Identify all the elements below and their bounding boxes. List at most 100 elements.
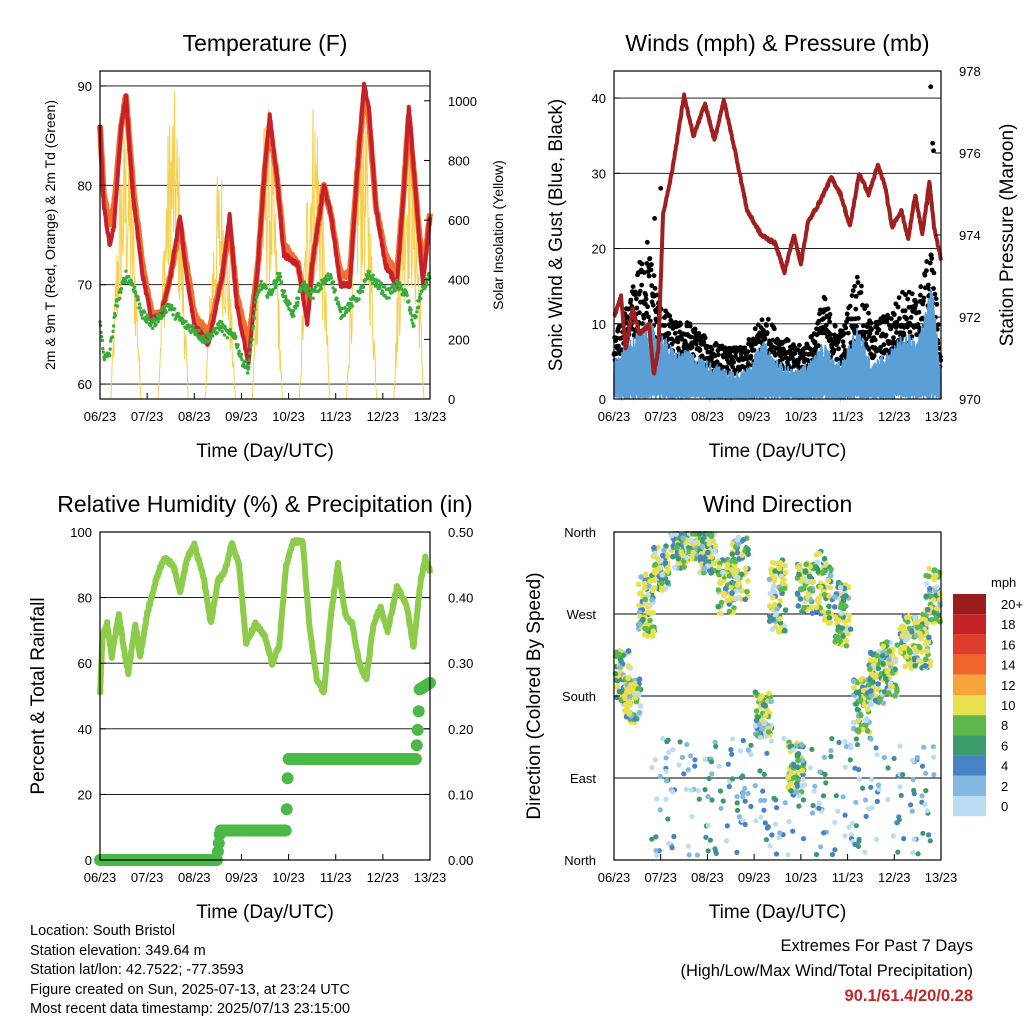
chart-title: Relative Humidity (%) & Precipitation (i… (57, 491, 472, 517)
y-right-tick-label: 978 (959, 64, 981, 79)
direction-point (926, 832, 932, 838)
direction-point (716, 564, 722, 571)
direction-point (804, 578, 810, 585)
direction-point (742, 821, 748, 828)
x-tick-label: 13/23 (414, 409, 447, 424)
y-right-tick-label: 972 (959, 310, 981, 325)
direction-point (863, 797, 869, 803)
direction-point (683, 786, 689, 793)
direction-point (692, 763, 698, 769)
direction-point (663, 768, 669, 774)
gust-point (881, 342, 887, 348)
gust-point (921, 295, 927, 301)
precip-point (280, 803, 293, 816)
dewpoint-point (101, 346, 105, 351)
gust-point (637, 310, 642, 316)
gust-point (852, 283, 858, 289)
gust-point (688, 334, 694, 340)
direction-point (923, 788, 929, 794)
direction-point (847, 626, 854, 632)
gust-point (641, 270, 647, 275)
colorbar-swatch (953, 755, 986, 776)
direction-point (858, 677, 864, 683)
gust-point (853, 306, 859, 312)
direction-point (894, 642, 901, 648)
direction-point (681, 564, 687, 570)
gust-point (841, 331, 847, 336)
dewpoint-point (146, 314, 150, 319)
direction-point (924, 808, 930, 814)
direction-point (644, 609, 651, 616)
y-tick-label: 40 (592, 91, 606, 106)
direction-point (930, 597, 937, 603)
direction-point (911, 836, 917, 842)
direction-point (803, 561, 809, 568)
gust-point (693, 341, 699, 347)
direction-point (875, 782, 882, 788)
direction-point (843, 603, 849, 609)
direction-point (811, 788, 817, 794)
direction-point (836, 739, 842, 746)
direction-point (912, 663, 918, 669)
direction-point (642, 596, 649, 603)
gust-point (644, 239, 650, 245)
direction-point (880, 661, 886, 667)
direction-point (926, 565, 933, 572)
gust-point (644, 310, 649, 316)
direction-point (919, 793, 925, 799)
dewpoint-point (420, 289, 424, 293)
dewpoint-point (335, 296, 339, 301)
gust-point (924, 268, 929, 274)
direction-point (641, 631, 648, 638)
direction-point (795, 603, 802, 609)
dewpoint-point (232, 332, 237, 336)
direction-point (665, 840, 672, 846)
dewpoint-point (223, 324, 227, 329)
direction-point (790, 775, 797, 781)
gust-point (871, 353, 877, 358)
dewpoint-point (131, 282, 135, 287)
dewpoint-point (425, 283, 429, 287)
y-tick-label: 100 (70, 525, 92, 540)
direction-point (851, 684, 857, 691)
direction-point (752, 689, 759, 695)
gust-point (653, 309, 659, 315)
figure-created: Figure created on Sun, 2025-07-13, at 23… (30, 981, 350, 998)
gust-point (689, 344, 695, 350)
gust-point (897, 316, 902, 321)
gust-point (648, 267, 654, 273)
direction-point (640, 616, 646, 623)
direction-point (734, 807, 741, 813)
direction-point (800, 836, 807, 842)
gust-point (844, 311, 850, 317)
direction-point (883, 675, 889, 682)
y-right-tick-label: 976 (959, 146, 981, 161)
dewpoint-point (271, 287, 275, 292)
humidity-chart: Relative Humidity (%) & Precipitation (i… (28, 491, 473, 923)
direction-point (762, 820, 768, 826)
direction-point (827, 572, 834, 579)
dewpoint-point (110, 335, 115, 339)
direction-point (708, 759, 715, 765)
direction-point (910, 777, 916, 783)
dewpoint-point (176, 312, 181, 316)
y-tick-label: 80 (78, 591, 92, 606)
direction-point (659, 580, 665, 586)
gust-point (930, 140, 935, 146)
direction-point (688, 753, 694, 759)
direction-point (626, 694, 633, 700)
direction-point (825, 578, 832, 584)
dewpoint-point (136, 295, 140, 299)
chart-title: Wind Direction (703, 491, 853, 517)
direction-point (874, 752, 880, 758)
x-tick-label: 11/23 (320, 870, 352, 885)
direction-point (885, 690, 892, 696)
direction-point (663, 796, 669, 803)
direction-point (793, 788, 800, 795)
relative-humidity-series (97, 537, 433, 696)
direction-point (809, 746, 815, 753)
gust-point (841, 343, 846, 349)
gust-point (678, 322, 683, 327)
dewpoint-point (220, 329, 224, 334)
direction-point (660, 552, 666, 559)
